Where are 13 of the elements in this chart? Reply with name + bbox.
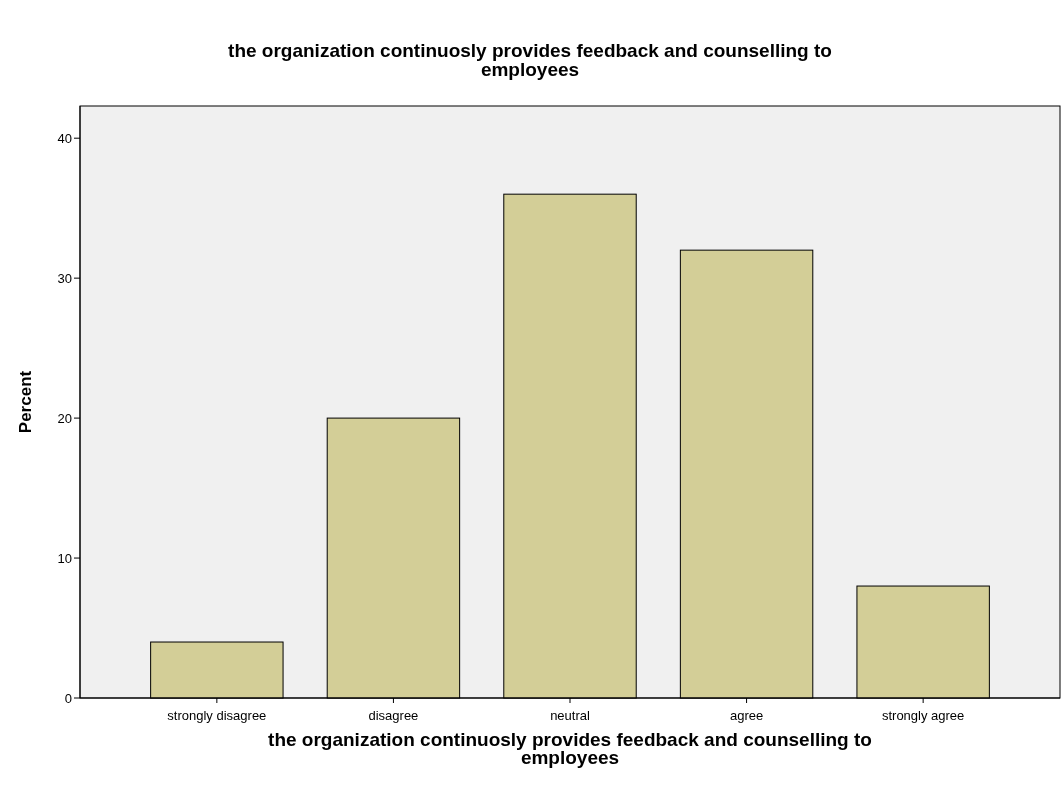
y-tick-label: 40	[57, 130, 72, 146]
x-axis-title: the organization continuosly provides feedback and counselling to employees	[268, 729, 872, 768]
y-tick-label: 0	[64, 690, 72, 706]
x-tick-label: neutral	[550, 708, 590, 723]
y-tick-label: 10	[57, 550, 72, 566]
x-tick-label: strongly agree	[881, 708, 965, 723]
y-tick-label: 20	[57, 410, 72, 426]
x-tick-label: disagree	[368, 708, 419, 723]
chart-title: the organization continuosly provides feedback and counselling to employees	[228, 40, 832, 80]
x-tick-label: strongly disagree	[167, 708, 267, 723]
x-tick-label: agree	[729, 708, 764, 723]
y-tick-label: 30	[57, 270, 72, 286]
y-axis-title: Percent	[16, 370, 35, 434]
